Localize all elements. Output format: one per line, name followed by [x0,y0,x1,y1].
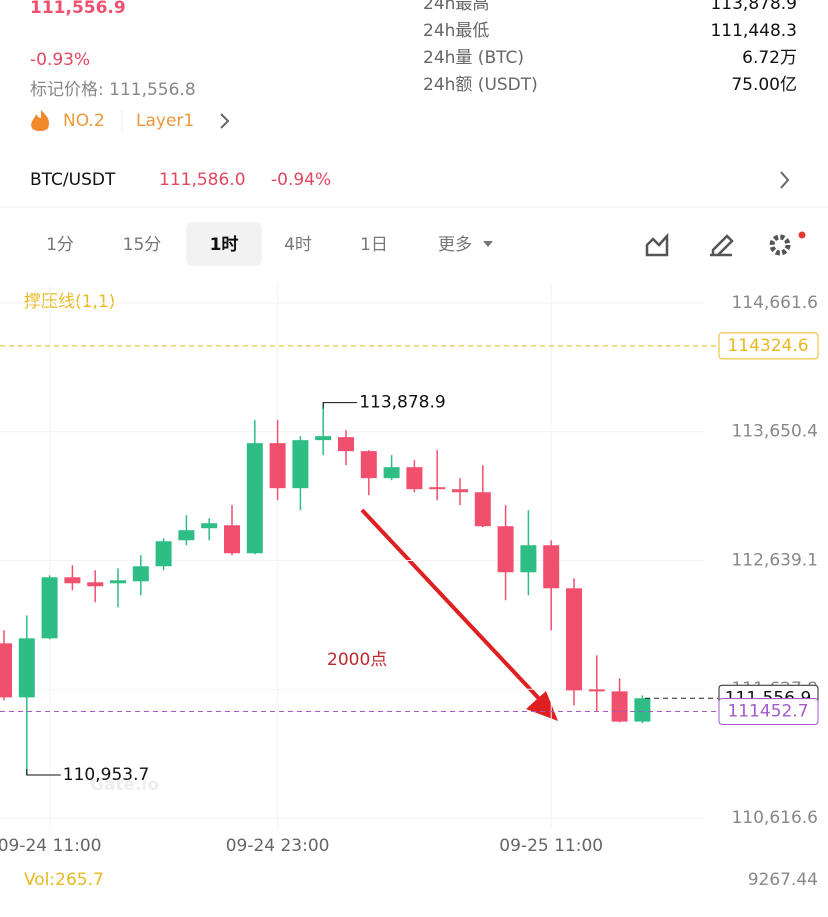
timeframe-tab[interactable]: 1时 [210,235,239,255]
active-tab-bg [186,222,262,266]
high-marker [322,402,358,409]
fire-icon [31,110,50,131]
candle-body [588,689,605,692]
timeframe-tab[interactable]: 更多 [438,235,472,255]
indicator: 撑压线(1,1) [24,292,115,312]
candle-body [315,436,332,441]
stat-value: 113,878.9 [710,0,797,14]
candle-body [64,577,81,584]
timeframe-tab[interactable]: 1日 [360,235,388,255]
y-tick-label: 114,661.6 [731,293,818,313]
settings-icon[interactable] [769,234,791,256]
low-label: 110,953.7 [63,765,150,785]
candle-body [155,541,172,567]
low-marker [26,769,61,776]
stat-label: 24h量 (BTC) [423,48,524,68]
y-tick-label: 113,650.4 [731,422,818,442]
mark-price: 标记价格: 111,556.8 [30,80,196,100]
arrow [360,508,547,707]
candle-body [566,588,582,691]
pair[interactable]: BTC/USDT [30,170,116,190]
y-tick-label: 110,616.6 [731,808,818,828]
y-tick-label: 112,639.1 [731,550,818,570]
candle-body [429,487,446,490]
candle-body [497,526,514,573]
stat-value: 111,448.3 [710,21,797,41]
stat-label: 24h最高 [423,0,489,14]
indicator-icon[interactable] [645,232,669,257]
annotation: 2000点 [327,650,387,670]
stat-label: 24h最低 [423,21,489,41]
candle-body [383,467,400,479]
candle-body [201,523,218,529]
candle-body [634,698,651,722]
candle-body [611,691,628,722]
ticker-price: 111,586.0 [159,170,246,190]
watermark: Gate.io [90,775,159,795]
price-line-label: 114324.6 [727,336,808,356]
candle-body [452,489,468,493]
ticker-change: -0.94% [271,170,331,190]
candle-body [110,580,126,584]
x-tick-label: 09-25 11:00 [499,836,603,856]
chevron[interactable] [220,113,230,129]
price-line-label: 111452.7 [727,702,808,722]
timeframe-tab[interactable]: 4时 [284,235,312,255]
stat-value: 6.72万 [742,48,797,68]
candle-body [178,530,195,541]
high-label: 113,878.9 [359,393,446,413]
candle-body [292,440,309,489]
timeframe-tab[interactable]: 15分 [123,235,162,255]
arrow-head [526,691,558,721]
stat-label: 24h额 (USDT) [423,75,538,95]
rank: NO.2 [63,111,105,131]
volume-max: 9267.44 [748,870,818,890]
candle-body [132,566,149,582]
chevron[interactable] [780,171,790,189]
badge [798,231,806,239]
draw-icon[interactable] [710,234,734,257]
candle-body [41,577,58,639]
last-price: 111,556.9 [30,0,126,18]
timeframe-tab[interactable]: 1分 [46,235,74,255]
candle-body [338,437,354,452]
candle-body [224,525,240,554]
change: -0.93% [30,50,90,70]
tag[interactable]: Layer1 [136,111,194,131]
candle-body [246,443,263,554]
candle-body [520,545,537,573]
candle-body [360,451,377,479]
candle-body [18,638,35,698]
dropdown-icon[interactable] [483,241,493,247]
candle-body [269,443,286,489]
x-tick-label: 09-24 23:00 [226,836,330,856]
volume-label: Vol:265.7 [24,870,104,890]
candle-body [87,582,104,587]
price-line-box [718,698,819,726]
candle-body [406,467,423,490]
candle-body [543,545,560,589]
x-tick-label: 09-24 11:00 [0,836,101,856]
price-line-box [718,332,819,360]
candle-body [0,643,12,698]
stat-value: 75.00亿 [731,75,797,95]
candle-body [474,492,491,527]
